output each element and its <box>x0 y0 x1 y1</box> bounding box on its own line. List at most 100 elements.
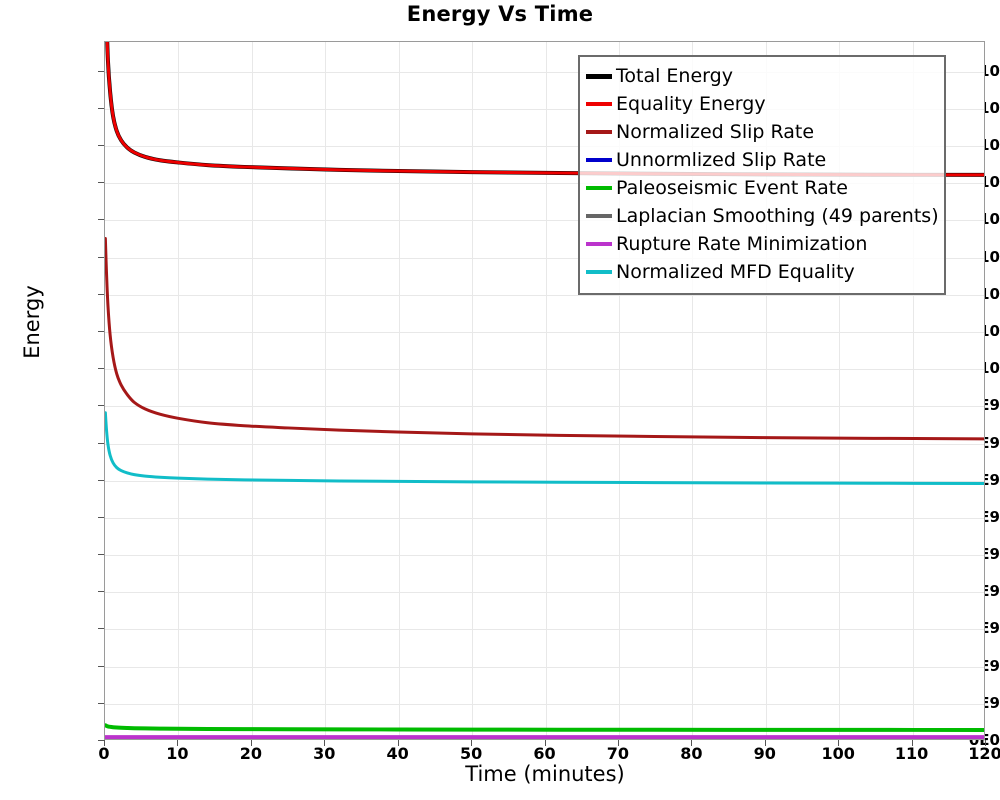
x-tick-label: 0 <box>98 744 110 763</box>
x-tick-mark <box>691 740 693 746</box>
series-line <box>105 723 984 732</box>
y-tick-mark <box>98 442 104 444</box>
x-tick-mark <box>544 740 546 746</box>
gridline-horizontal <box>105 294 984 296</box>
x-tick-mark <box>838 740 840 746</box>
gridline-horizontal <box>105 369 984 371</box>
gridline-vertical <box>692 42 694 739</box>
gridline-horizontal <box>105 183 984 185</box>
gridline-vertical <box>178 42 180 739</box>
legend-item[interactable]: Laplacian Smoothing (49 parents) <box>586 202 939 230</box>
legend-color-swatch <box>586 214 612 218</box>
legend-item-label: Rupture Rate Minimization <box>616 232 868 255</box>
chart-legend: Total Energy Equality Energy Normalized Sl… <box>578 55 946 295</box>
x-tick-mark <box>911 740 913 746</box>
y-tick-mark <box>98 479 104 481</box>
gridline-horizontal <box>105 703 984 705</box>
y-tick-mark <box>98 702 104 704</box>
x-tick-label: 90 <box>753 744 776 763</box>
gridline-horizontal <box>105 517 984 519</box>
x-tick-mark <box>104 740 105 746</box>
x-tick-mark <box>324 740 326 746</box>
y-tick-mark <box>98 70 104 72</box>
y-tick-mark <box>98 256 104 258</box>
y-tick-mark <box>98 405 104 407</box>
x-tick-mark <box>177 740 179 746</box>
y-tick-mark <box>98 554 104 556</box>
y-tick-mark <box>98 740 104 741</box>
gridline-vertical <box>912 42 914 739</box>
gridline-horizontal <box>105 71 984 73</box>
y-tick-mark <box>98 591 104 593</box>
legend-item-label: Unnormlized Slip Rate <box>616 148 827 171</box>
legend-item-label: Normalized MFD Equality <box>616 260 855 283</box>
gridline-vertical <box>398 42 400 739</box>
gridline-horizontal <box>105 220 984 222</box>
x-tick-mark <box>471 740 473 746</box>
x-tick-label: 110 <box>894 744 929 763</box>
gridline-horizontal <box>105 257 984 259</box>
gridline-horizontal <box>105 666 984 668</box>
gridline-vertical <box>472 42 474 739</box>
x-tick-label: 30 <box>313 744 336 763</box>
series-line <box>105 237 984 441</box>
x-tick-mark <box>985 740 986 746</box>
y-tick-mark <box>98 293 104 295</box>
legend-item-label: Paleoseismic Event Rate <box>616 176 848 199</box>
y-axis-title: Energy <box>20 285 44 359</box>
x-tick-label: 100 <box>821 744 855 763</box>
gridline-vertical <box>545 42 547 739</box>
legend-color-swatch <box>586 186 612 190</box>
y-tick-mark <box>98 107 104 109</box>
gridline-horizontal <box>105 443 984 445</box>
legend-item[interactable]: Equality Energy <box>586 90 938 118</box>
legend-item[interactable]: Paleoseismic Event Rate <box>586 174 938 202</box>
x-tick-label: 10 <box>166 744 189 763</box>
gridline-vertical <box>251 42 253 739</box>
y-tick-mark <box>98 628 104 630</box>
x-tick-mark <box>764 740 766 746</box>
x-tick-mark <box>250 740 252 746</box>
legend-color-swatch <box>586 130 612 134</box>
gridline-horizontal <box>105 629 984 631</box>
y-tick-mark <box>98 665 104 667</box>
gridline-horizontal <box>105 332 984 333</box>
legend-item-label: Equality Energy <box>616 92 766 115</box>
y-tick-mark <box>98 219 104 221</box>
legend-item-label: Normalized Slip Rate <box>616 120 815 143</box>
y-tick-mark <box>98 331 104 332</box>
legend-item-label: Laplacian Smoothing (49 parents) <box>616 204 939 227</box>
gridline-horizontal <box>105 406 984 408</box>
legend-item-label: Total Energy <box>616 64 733 87</box>
series-line <box>105 411 984 485</box>
y-tick-mark <box>98 368 104 370</box>
legend-item[interactable]: Normalized MFD Equality <box>586 258 938 286</box>
legend-item[interactable]: Unnormlized Slip Rate <box>586 146 938 174</box>
legend-color-swatch <box>586 158 612 162</box>
x-axis-title: Time (minutes) <box>465 762 625 786</box>
legend-color-swatch <box>586 242 612 246</box>
x-tick-label: 70 <box>606 744 630 763</box>
gridline-vertical <box>839 42 841 739</box>
legend-color-swatch <box>586 102 612 106</box>
legend-item[interactable]: Rupture Rate Minimization <box>586 230 938 258</box>
legend-item[interactable]: Normalized Slip Rate <box>586 118 938 146</box>
gridline-horizontal <box>105 555 984 557</box>
chart-title: Energy Vs Time <box>406 2 594 26</box>
gridline-vertical <box>325 42 327 739</box>
gridline-horizontal <box>105 146 984 148</box>
legend-color-swatch <box>586 270 612 274</box>
gridline-vertical <box>765 42 767 739</box>
y-tick-mark <box>98 182 104 184</box>
y-tick-mark <box>98 516 104 518</box>
legend-item[interactable]: Total Energy <box>586 62 938 90</box>
y-tick-mark <box>98 145 104 147</box>
x-tick-mark <box>617 740 619 746</box>
legend-color-swatch <box>586 73 612 79</box>
gridline-horizontal <box>105 592 984 594</box>
x-tick-label: 80 <box>680 744 703 763</box>
x-tick-label: 20 <box>239 744 262 763</box>
x-tick-mark <box>397 740 399 746</box>
gridline-horizontal <box>105 108 984 110</box>
